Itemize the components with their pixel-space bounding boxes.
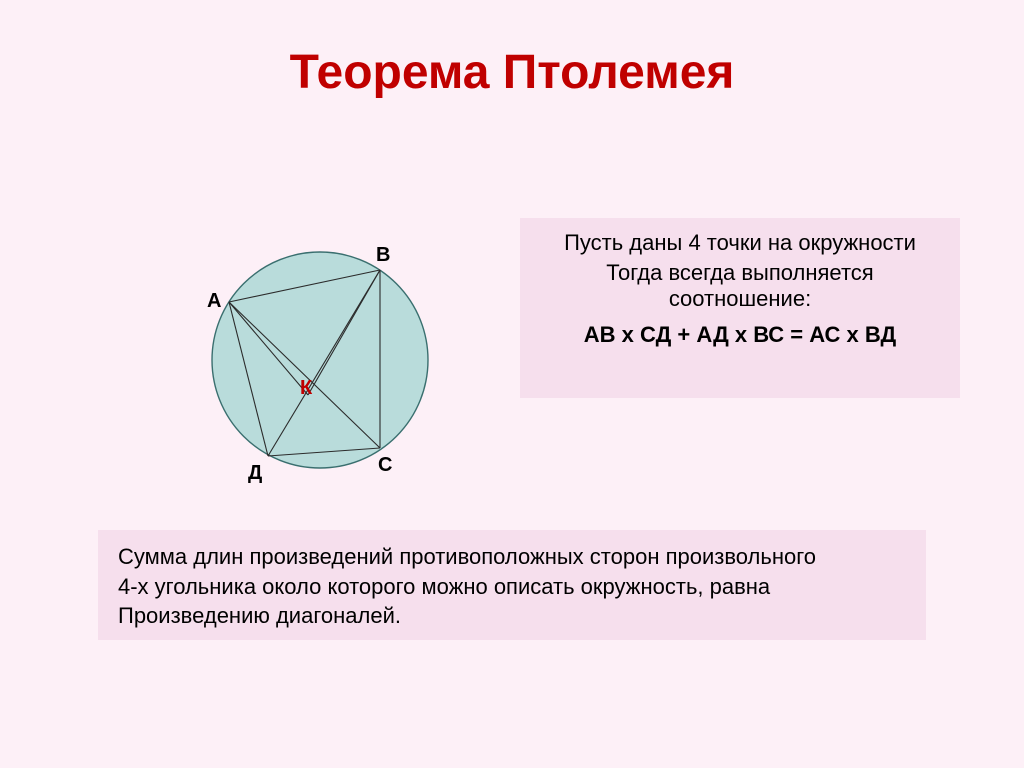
summary-line-3: Произведению диагоналей. xyxy=(118,601,906,631)
diagram-svg xyxy=(180,220,460,500)
summary-line-1: Сумма длин произведений противоположных … xyxy=(118,542,906,572)
slide: Теорема Птолемея А В С Д К Пусть даны 4 точк… xyxy=(0,0,1024,768)
ptolemy-diagram: А В С Д К xyxy=(180,220,460,500)
point-label-K: К xyxy=(300,377,312,400)
point-label-D: Д xyxy=(248,462,262,485)
point-label-B: В xyxy=(376,244,390,267)
point-label-C: С xyxy=(378,454,392,477)
statement-line-1: Пусть даны 4 точки на окружности xyxy=(536,230,944,256)
summary-line-2: 4-х угольника около которого можно описа… xyxy=(118,572,906,602)
summary-box: Сумма длин произведений противоположных … xyxy=(98,530,926,640)
ptolemy-formula: АВ х СД + АД х ВС = АС х ВД xyxy=(536,322,944,348)
statement-line-2: Тогда всегда выполняется соотношение: xyxy=(536,260,944,312)
statement-box: Пусть даны 4 точки на окружности Тогда в… xyxy=(520,218,960,398)
point-label-A: А xyxy=(207,290,221,313)
slide-title: Теорема Птолемея xyxy=(0,45,1024,100)
